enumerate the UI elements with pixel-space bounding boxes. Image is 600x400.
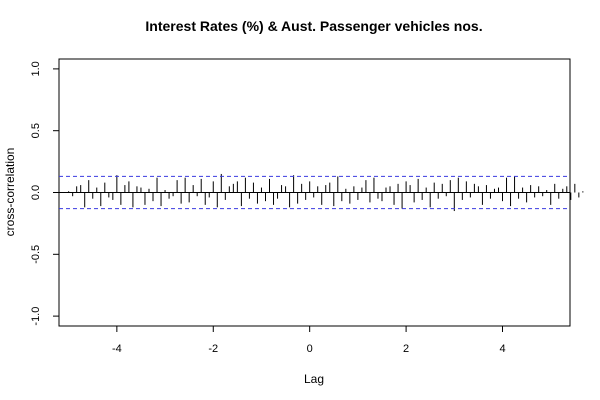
x-tick-label: -2	[208, 343, 218, 355]
x-axis-label: Lag	[304, 372, 324, 386]
y-tick-label: 1.0	[30, 61, 42, 76]
y-tick-label: 0.5	[30, 123, 42, 138]
x-axis: -4 -2 0 2 4	[112, 325, 506, 355]
y-tick-label: -1.0	[30, 307, 42, 326]
correlation-bars	[68, 173, 584, 212]
x-tick-label: 2	[403, 343, 409, 355]
y-axis: -1.0 -0.5 0.0 0.5 1.0	[30, 61, 59, 326]
chart-title: Interest Rates (%) & Aust. Passenger veh…	[145, 18, 482, 34]
x-tick-label: 0	[307, 343, 313, 355]
y-tick-label: 0.0	[30, 185, 42, 200]
y-axis-label: cross-correlation	[3, 148, 17, 237]
x-tick-label: -4	[112, 343, 122, 355]
x-tick-label: 4	[499, 343, 505, 355]
y-tick-label: -0.5	[30, 245, 42, 264]
